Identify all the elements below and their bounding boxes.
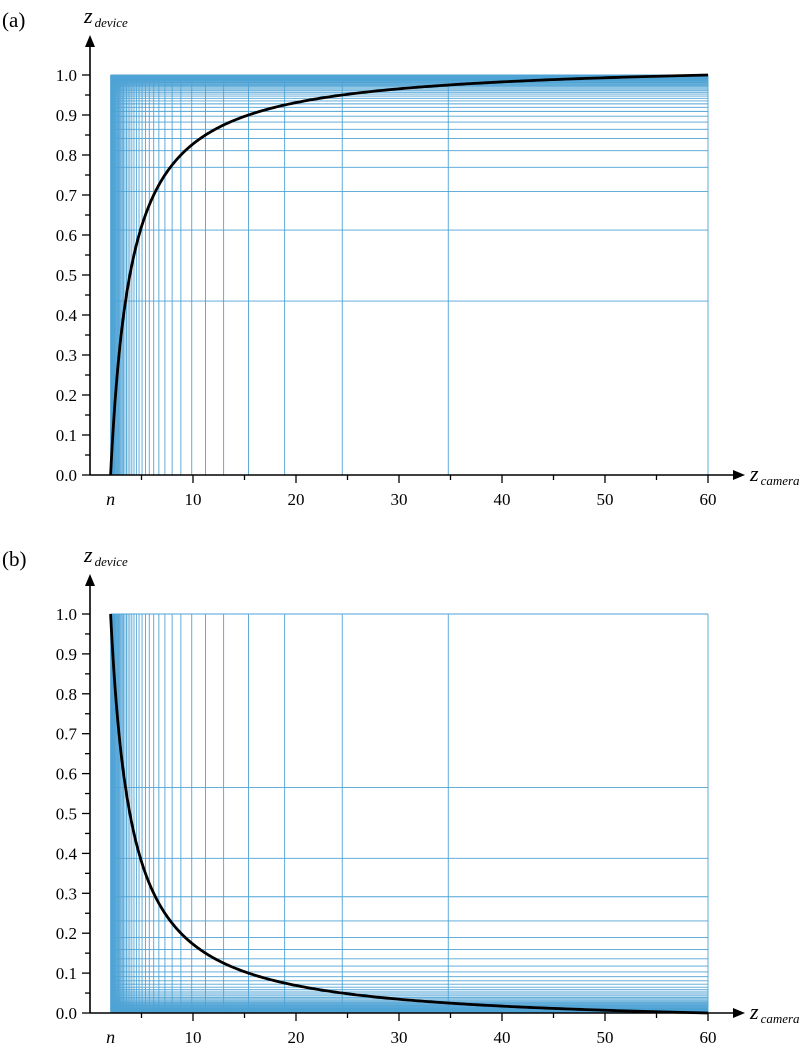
x-tick-label: 10 bbox=[185, 490, 202, 509]
grid bbox=[110, 74, 709, 476]
y-axis-subscript: device bbox=[95, 554, 128, 569]
x-tick-label: 60 bbox=[700, 1028, 717, 1047]
y-tick-label: 0.2 bbox=[56, 386, 77, 405]
chart-panel-b: 0.0 0.1 0.2 0.3 0.4 0.5 0.6 0.7 0.8 0.9 1.0 10 20 30 4… bbox=[2, 542, 800, 1047]
y-tick-label: 0.0 bbox=[56, 1004, 77, 1023]
y-tick-label: 0.9 bbox=[56, 106, 77, 125]
y-axis-title: z device bbox=[83, 542, 128, 569]
y-tick-label: 0.5 bbox=[56, 266, 77, 285]
x-axis-subscript: camera bbox=[761, 473, 800, 488]
x-tick-label: 20 bbox=[288, 1028, 305, 1047]
x-axis-variable: z bbox=[749, 999, 759, 1024]
y-tick-label: 1.0 bbox=[56, 605, 77, 624]
y-tick-label: 0.5 bbox=[56, 805, 77, 824]
y-tick-label: 0.1 bbox=[56, 964, 77, 983]
y-axis-variable: z bbox=[83, 3, 93, 28]
axes: 0.0 0.1 0.2 0.3 0.4 0.5 0.6 0.7 0.8 0.9 1.0 10 20 30 4… bbox=[56, 35, 745, 509]
y-axis-title: z device bbox=[83, 3, 128, 30]
depth-curve bbox=[109, 613, 709, 1015]
x-axis-title: z camera bbox=[749, 461, 800, 488]
panel-label: (a) bbox=[2, 8, 25, 32]
y-tick-label: 0.7 bbox=[56, 725, 78, 744]
y-axis-arrow bbox=[85, 574, 95, 586]
x-axis-variable: z bbox=[749, 461, 759, 486]
y-tick-label: 0.2 bbox=[56, 924, 77, 943]
near-plane-label: n bbox=[106, 489, 115, 509]
y-tick-label: 0.3 bbox=[56, 346, 77, 365]
x-tick-label: 30 bbox=[391, 490, 408, 509]
chart-panel-a: 0.0 0.1 0.2 0.3 0.4 0.5 0.6 0.7 0.8 0.9 1.0 10 20 30 4… bbox=[2, 3, 800, 509]
y-axis-arrow bbox=[85, 35, 95, 47]
y-tick-label: 0.4 bbox=[56, 844, 78, 863]
y-tick-label: 0.3 bbox=[56, 884, 77, 903]
x-tick-label: 50 bbox=[597, 490, 614, 509]
x-axis-arrow bbox=[733, 470, 745, 480]
x-tick-label: 40 bbox=[494, 490, 511, 509]
x-tick-label: 40 bbox=[494, 1028, 511, 1047]
near-plane-label: n bbox=[106, 1027, 115, 1047]
grid bbox=[110, 613, 709, 1014]
x-tick-label: 10 bbox=[185, 1028, 202, 1047]
x-tick-label: 60 bbox=[700, 490, 717, 509]
y-tick-label: 0.6 bbox=[56, 765, 77, 784]
x-axis-title: z camera bbox=[749, 999, 800, 1026]
y-tick-label: 0.4 bbox=[56, 306, 78, 325]
y-tick-label: 0.7 bbox=[56, 186, 78, 205]
x-axis-subscript: camera bbox=[761, 1011, 800, 1026]
y-axis-variable: z bbox=[83, 542, 93, 567]
x-axis-arrow bbox=[733, 1008, 745, 1018]
x-tick-label: 20 bbox=[288, 490, 305, 509]
y-tick-label: 0.9 bbox=[56, 645, 77, 664]
y-tick-label: 0.8 bbox=[56, 146, 77, 165]
x-tick-label: 30 bbox=[391, 1028, 408, 1047]
x-tick-label: 50 bbox=[597, 1028, 614, 1047]
y-tick-label: 1.0 bbox=[56, 66, 77, 85]
y-tick-label: 0.8 bbox=[56, 685, 77, 704]
y-axis-subscript: device bbox=[95, 15, 128, 30]
panel-label: (b) bbox=[2, 547, 27, 571]
y-tick-label: 0.0 bbox=[56, 466, 77, 485]
y-tick-label: 0.1 bbox=[56, 426, 77, 445]
axes: 0.0 0.1 0.2 0.3 0.4 0.5 0.6 0.7 0.8 0.9 1.0 10 20 30 4… bbox=[56, 574, 745, 1047]
depth-curve bbox=[109, 73, 709, 476]
y-tick-label: 0.6 bbox=[56, 226, 77, 245]
